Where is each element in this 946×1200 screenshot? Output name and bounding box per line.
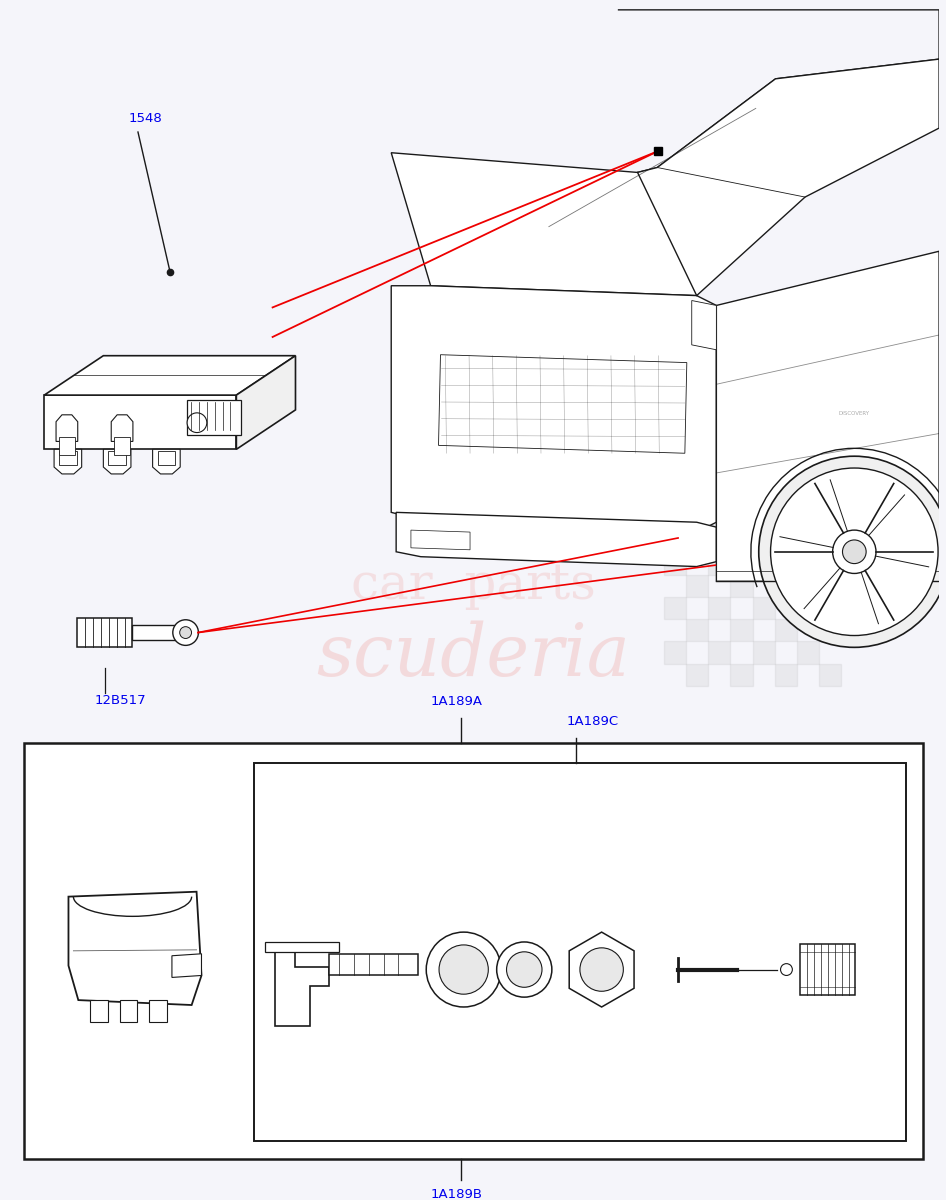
Bar [132,625,177,641]
Polygon shape [275,947,329,1026]
Bar [709,642,730,664]
Text: 1A189C: 1A189C [567,715,619,728]
Bar [59,438,75,455]
Bar [819,530,841,553]
Bar [686,619,709,642]
Polygon shape [44,355,295,395]
Bar [797,509,819,530]
Bar [664,509,686,530]
Bar [730,619,753,642]
Bar [114,438,130,455]
Bar [797,598,819,619]
Bar [753,553,775,575]
Text: DISCOVERY: DISCOVERY [839,412,869,416]
Text: scuderia: scuderia [316,620,630,691]
Polygon shape [68,892,201,1006]
Circle shape [843,540,867,564]
Polygon shape [411,530,470,550]
Polygon shape [44,395,236,449]
Text: 12B517: 12B517 [95,694,147,707]
Bar [158,451,175,466]
Bar [775,664,797,685]
Bar [797,642,819,664]
Bar [819,619,841,642]
Circle shape [506,952,542,988]
Circle shape [759,456,946,647]
Circle shape [780,964,793,976]
Polygon shape [152,449,180,474]
Bar [799,944,855,995]
Text: car  parts: car parts [351,560,595,610]
Polygon shape [692,300,716,349]
Bar [59,451,77,466]
Polygon shape [265,942,340,952]
Bar [78,618,132,647]
Bar [90,1000,108,1021]
Bar [108,451,126,466]
Bar [797,553,819,575]
Bar [753,642,775,664]
Circle shape [580,948,623,991]
Bar [730,664,753,685]
Bar [664,553,686,575]
Polygon shape [187,400,241,434]
Bar [686,664,709,685]
Polygon shape [103,449,131,474]
Bar [120,1000,137,1021]
Polygon shape [396,512,716,566]
Circle shape [832,530,876,574]
Bar [709,598,730,619]
Bar [775,530,797,553]
Bar [149,1000,167,1021]
Polygon shape [392,286,716,532]
Polygon shape [439,355,687,454]
Bar [775,575,797,598]
Circle shape [771,468,938,636]
Polygon shape [56,415,78,442]
Bar [709,509,730,530]
Bar [686,575,709,598]
Bar [775,619,797,642]
Bar [819,664,841,685]
Bar [730,530,753,553]
Bar [664,598,686,619]
Bar [254,763,906,1141]
Bar [753,509,775,530]
Text: 1A189B: 1A189B [431,1188,483,1200]
Bar [730,575,753,598]
Bar [709,553,730,575]
Bar [753,598,775,619]
Polygon shape [236,355,295,449]
Circle shape [427,932,501,1007]
Bar [686,530,709,553]
Polygon shape [392,59,939,295]
Bar [24,743,923,1159]
Polygon shape [54,449,81,474]
Polygon shape [716,251,939,581]
Text: 1A189A: 1A189A [431,695,483,708]
Bar [329,954,418,976]
Circle shape [180,626,191,638]
Bar [819,575,841,598]
Polygon shape [172,954,201,978]
Polygon shape [569,932,634,1007]
Text: 1548: 1548 [128,113,162,125]
Circle shape [173,619,199,646]
Bar [664,642,686,664]
Circle shape [439,944,488,994]
Circle shape [497,942,552,997]
Polygon shape [112,415,132,442]
Circle shape [187,413,207,432]
